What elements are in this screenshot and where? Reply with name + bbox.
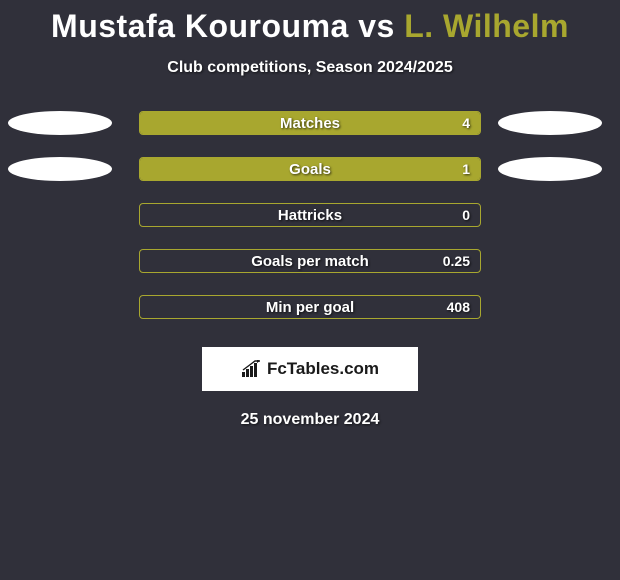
bar-label: Min per goal bbox=[140, 296, 480, 318]
logo-text: FcTables.com bbox=[267, 359, 379, 379]
bar-value: 0.25 bbox=[443, 250, 470, 272]
bar-value: 408 bbox=[447, 296, 470, 318]
date-line: 25 november 2024 bbox=[0, 411, 620, 429]
bar-label: Hattricks bbox=[140, 204, 480, 226]
stats-chart: Matches4Goals1Hattricks0Goals per match0… bbox=[0, 111, 620, 319]
stat-row: Matches4 bbox=[0, 111, 620, 135]
player1-name: Mustafa Kourouma bbox=[51, 8, 349, 44]
stat-row: Hattricks0 bbox=[0, 203, 620, 227]
bar-track: Goals per match0.25 bbox=[139, 249, 481, 273]
left-ellipse bbox=[8, 111, 112, 135]
bar-label: Matches bbox=[140, 112, 480, 134]
bar-track: Goals1 bbox=[139, 157, 481, 181]
vs-text: vs bbox=[358, 8, 395, 44]
bar-label: Goals per match bbox=[140, 250, 480, 272]
title: Mustafa Kourouma vs L. Wilhelm bbox=[0, 8, 620, 45]
player2-name: L. Wilhelm bbox=[404, 8, 569, 44]
bar-value: 1 bbox=[462, 158, 470, 180]
fctables-icon bbox=[241, 360, 263, 378]
stat-row: Goals per match0.25 bbox=[0, 249, 620, 273]
right-ellipse bbox=[498, 111, 602, 135]
bar-value: 0 bbox=[462, 204, 470, 226]
right-ellipse bbox=[498, 157, 602, 181]
bar-track: Matches4 bbox=[139, 111, 481, 135]
left-ellipse bbox=[8, 157, 112, 181]
bar-value: 4 bbox=[462, 112, 470, 134]
stat-row: Min per goal408 bbox=[0, 295, 620, 319]
bar-track: Hattricks0 bbox=[139, 203, 481, 227]
bar-track: Min per goal408 bbox=[139, 295, 481, 319]
stat-row: Goals1 bbox=[0, 157, 620, 181]
logo-box: FcTables.com bbox=[202, 347, 418, 391]
comparison-card: Mustafa Kourouma vs L. Wilhelm Club comp… bbox=[0, 0, 620, 429]
bar-label: Goals bbox=[140, 158, 480, 180]
subtitle: Club competitions, Season 2024/2025 bbox=[0, 59, 620, 77]
